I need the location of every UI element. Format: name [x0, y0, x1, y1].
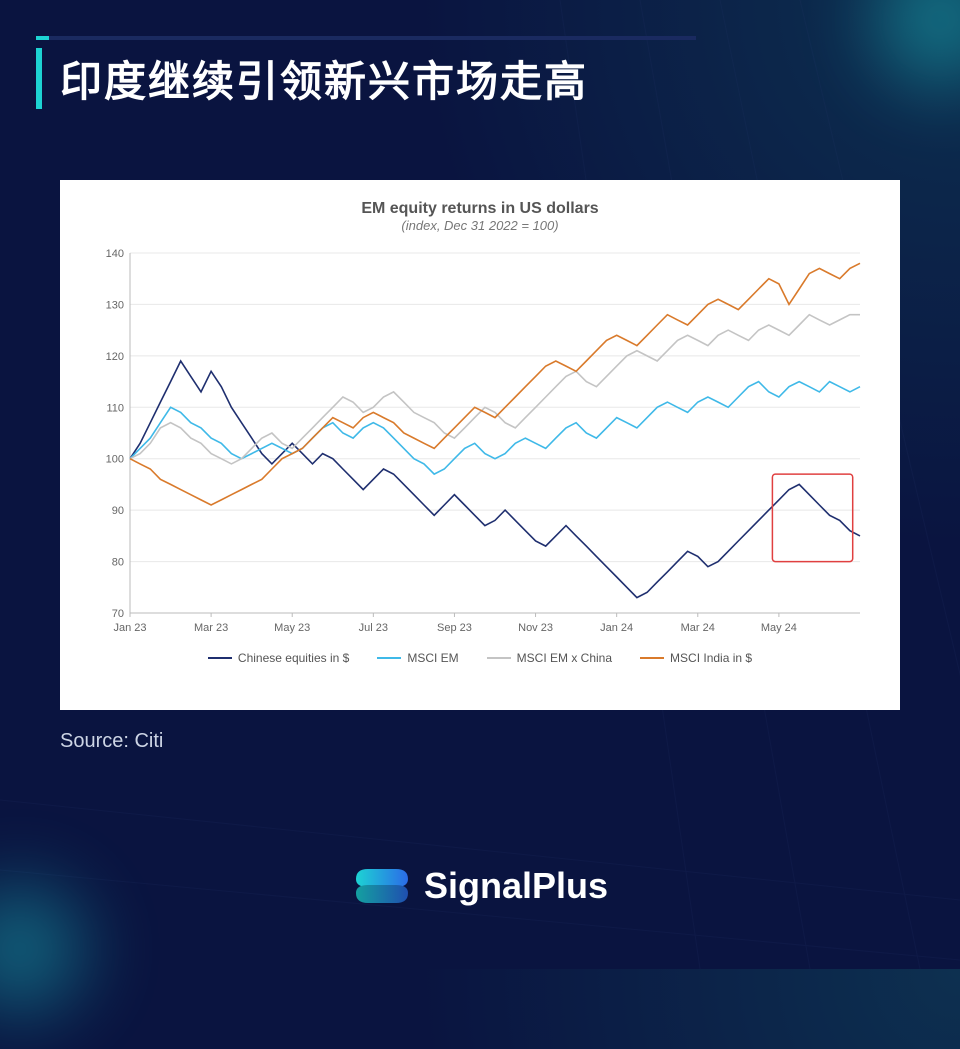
legend-item: MSCI EM	[377, 651, 458, 665]
svg-text:120: 120	[106, 351, 124, 363]
chart-title: EM equity returns in US dollars	[80, 200, 880, 218]
plot-area: 70 80 90 100 110 120 130 140 Jan 23 Mar 23 May 23 J…	[90, 243, 870, 643]
svg-text:70: 70	[112, 608, 124, 620]
legend-item: MSCI India in $	[640, 651, 752, 665]
brand-logo-icon	[352, 863, 412, 909]
brand-name: SignalPlus	[424, 865, 608, 907]
svg-text:Sep 23: Sep 23	[437, 622, 472, 634]
legend-swatch	[377, 657, 401, 659]
svg-text:130: 130	[106, 299, 124, 311]
svg-text:Jul 23: Jul 23	[359, 622, 388, 634]
svg-text:Mar 23: Mar 23	[194, 622, 228, 634]
svg-text:May 23: May 23	[274, 622, 310, 634]
legend-label: MSCI India in $	[670, 651, 752, 665]
svg-text:Jan 24: Jan 24	[600, 622, 633, 634]
source-label: Source: Citi	[60, 730, 163, 753]
chart-card: EM equity returns in US dollars (index, …	[60, 180, 900, 710]
brand: SignalPlus	[352, 863, 608, 909]
page-title: 印度继续引领新兴市场走高	[60, 48, 924, 109]
line-chart-svg: 70 80 90 100 110 120 130 140 Jan 23 Mar 23 May 23 J…	[90, 243, 870, 643]
svg-text:Jan 23: Jan 23	[113, 622, 146, 634]
svg-text:Nov 23: Nov 23	[518, 622, 553, 634]
svg-text:100: 100	[106, 454, 124, 466]
legend-swatch	[208, 657, 232, 659]
svg-text:Mar 24: Mar 24	[681, 622, 715, 634]
legend-label: MSCI EM	[407, 651, 458, 665]
svg-text:80: 80	[112, 557, 124, 569]
legend-label: MSCI EM x China	[517, 651, 612, 665]
chart-subtitle: (index, Dec 31 2022 = 100)	[80, 218, 880, 233]
legend-item: Chinese equities in $	[208, 651, 349, 665]
svg-text:140: 140	[106, 248, 124, 260]
legend-label: Chinese equities in $	[238, 651, 349, 665]
title-bar: 印度继续引领新兴市场走高	[36, 48, 924, 109]
legend-swatch	[640, 657, 664, 659]
svg-text:110: 110	[106, 402, 124, 414]
legend: Chinese equities in $ MSCI EM MSCI EM x Ch…	[80, 651, 880, 665]
legend-swatch	[487, 657, 511, 659]
svg-text:90: 90	[112, 505, 124, 517]
svg-text:May 24: May 24	[761, 622, 797, 634]
legend-item: MSCI EM x China	[487, 651, 612, 665]
